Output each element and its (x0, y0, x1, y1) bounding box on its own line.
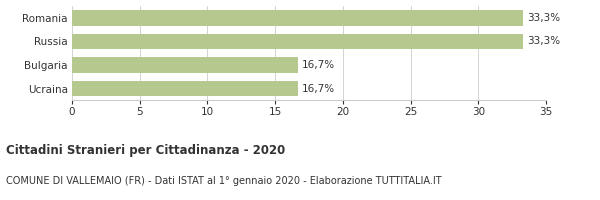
Text: COMUNE DI VALLEMAIO (FR) - Dati ISTAT al 1° gennaio 2020 - Elaborazione TUTTITAL: COMUNE DI VALLEMAIO (FR) - Dati ISTAT al… (6, 176, 442, 186)
Text: 33,3%: 33,3% (527, 36, 560, 46)
Bar (72, 10, 523, 26)
Text: 16,7%: 16,7% (302, 60, 335, 70)
Text: 16,7%: 16,7% (302, 84, 335, 94)
Text: Cittadini Stranieri per Cittadinanza - 2020: Cittadini Stranieri per Cittadinanza - 2… (6, 144, 285, 157)
Bar (72, 34, 523, 49)
Text: 33,3%: 33,3% (527, 13, 560, 23)
Bar (72, 81, 298, 96)
Bar (72, 57, 298, 73)
